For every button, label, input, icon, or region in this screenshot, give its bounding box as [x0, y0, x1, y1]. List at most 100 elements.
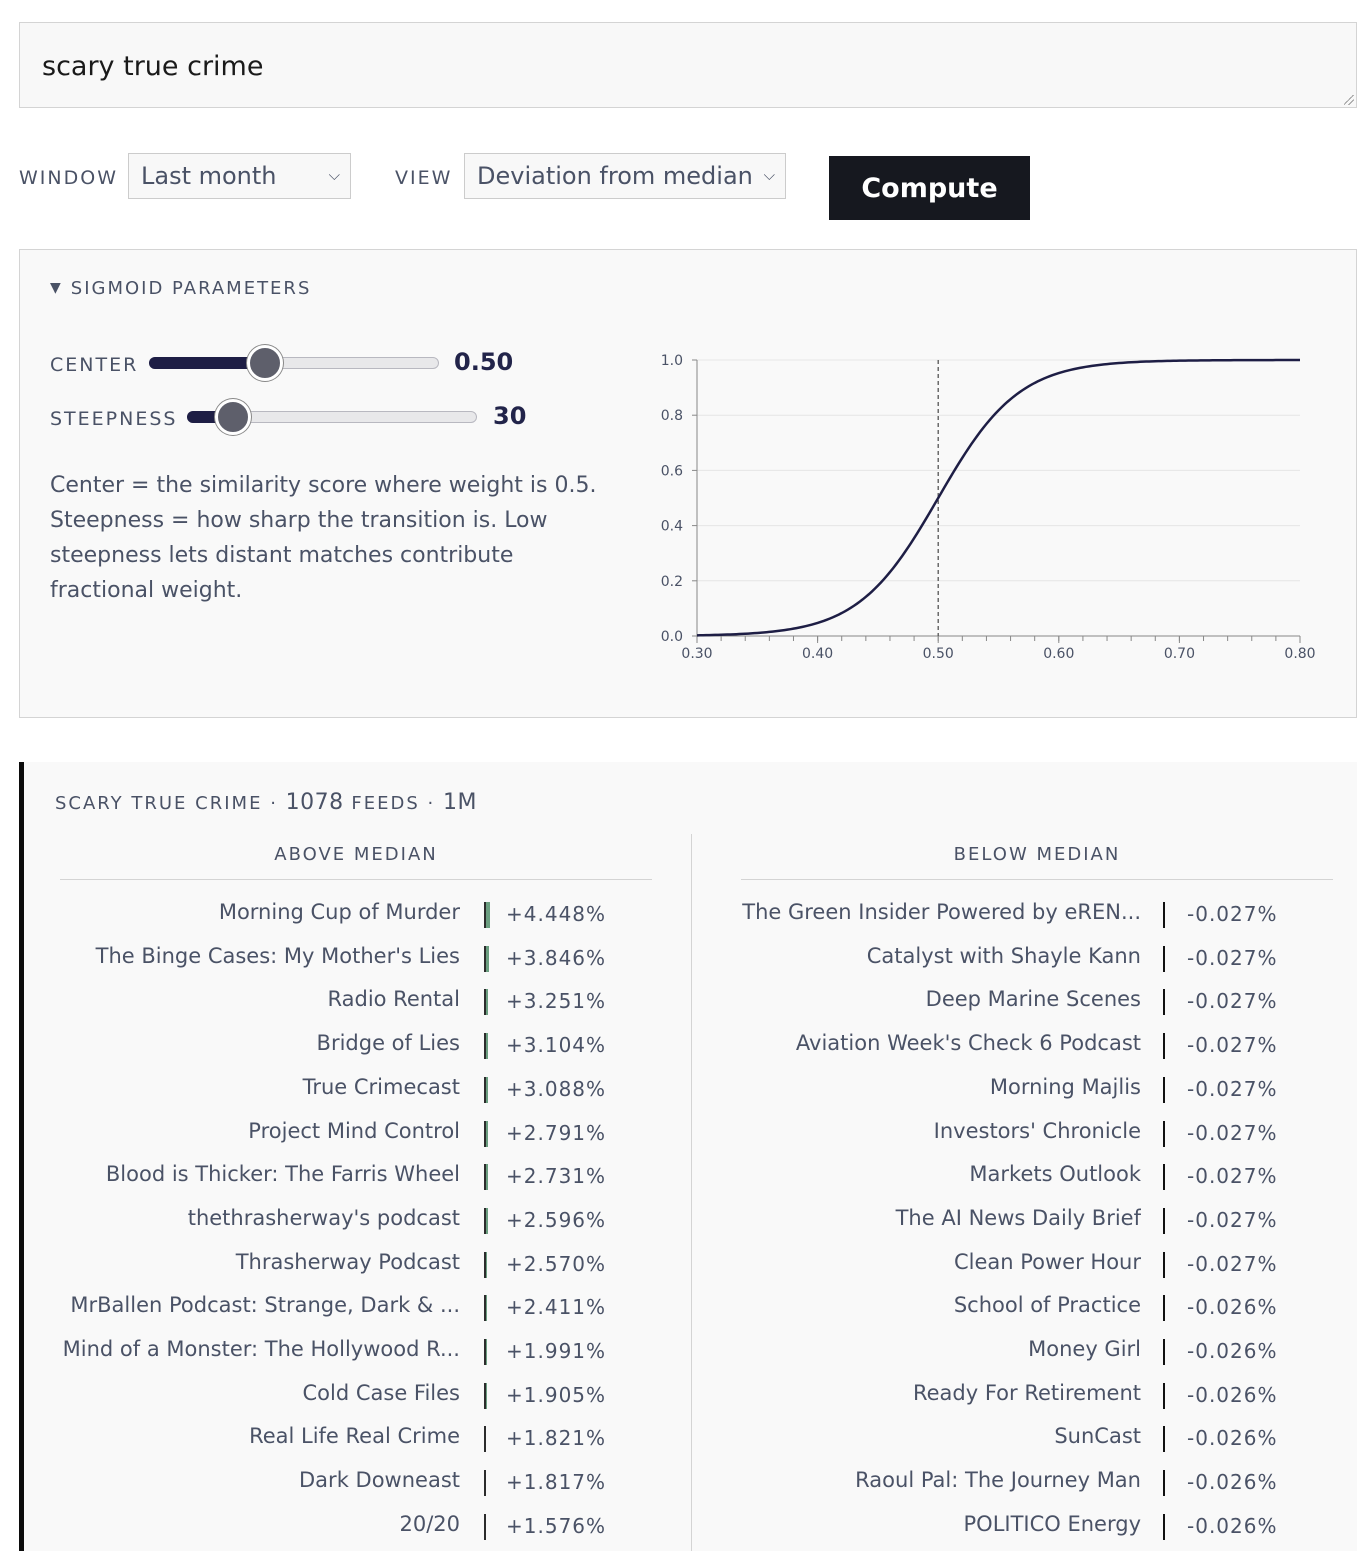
above-median-rule: [60, 879, 652, 880]
window-select[interactable]: Last month ⌵: [128, 153, 351, 199]
below-deviation-bar: [1163, 902, 1165, 928]
below-feed-name: Catalyst with Shayle Kann: [866, 943, 1141, 968]
chevron-down-icon: ⌵: [328, 166, 340, 184]
y-tick-label: 1.0: [661, 353, 683, 369]
y-tick-label: 0.4: [661, 519, 683, 535]
above-row[interactable]: Thrasherway Podcast +2.570%: [60, 1250, 660, 1280]
above-row[interactable]: The Binge Cases: My Mother's Lies +3.846%: [60, 944, 660, 974]
below-feed-name: Investors' Chronicle: [933, 1118, 1141, 1143]
above-deviation-bar: [484, 1382, 487, 1409]
view-select[interactable]: Deviation from median ⌵: [464, 153, 786, 199]
window-select-value: Last month: [141, 162, 277, 190]
below-feed-name: SunCast: [1054, 1424, 1141, 1449]
below-deviation-value: -0.026%: [1187, 1470, 1278, 1495]
y-tick-label: 0.6: [661, 463, 683, 479]
x-tick-label: 0.70: [1164, 646, 1195, 662]
below-row[interactable]: Catalyst with Shayle Kann -0.027%: [741, 944, 1341, 974]
query-text[interactable]: scary true crime: [42, 51, 264, 82]
below-row[interactable]: School of Practice -0.026%: [741, 1293, 1341, 1323]
window-short: 1M: [442, 790, 477, 815]
below-median-title: BELOW MEDIAN: [953, 844, 1121, 865]
above-deviation-value: +2.411%: [506, 1295, 607, 1320]
above-deviation-value: +2.596%: [506, 1207, 607, 1232]
below-row[interactable]: SunCast -0.026%: [741, 1424, 1341, 1454]
above-deviation-value: +3.088%: [506, 1076, 607, 1101]
below-deviation-value: -0.027%: [1187, 902, 1278, 926]
above-row[interactable]: Bridge of Lies +3.104%: [60, 1031, 660, 1061]
below-deviation-value: -0.027%: [1187, 1033, 1278, 1058]
below-feed-name: School of Practice: [953, 1293, 1141, 1318]
below-row[interactable]: POLITICO Energy -0.026%: [741, 1512, 1341, 1542]
below-feed-name: Deep Marine Scenes: [925, 987, 1141, 1012]
x-tick-label: 0.50: [923, 646, 954, 662]
above-feed-name: Dark Downeast: [299, 1468, 460, 1493]
view-select-value: Deviation from median: [477, 162, 753, 190]
chevron-down-icon: ⌵: [763, 166, 775, 184]
below-feed-name: Morning Majlis: [989, 1074, 1141, 1099]
below-row[interactable]: Raoul Pal: The Journey Man -0.026%: [741, 1468, 1341, 1498]
below-deviation-bar: [1163, 945, 1165, 972]
above-deviation-value: +1.817%: [506, 1470, 607, 1495]
below-row[interactable]: Aviation Week's Check 6 Podcast -0.027%: [741, 1031, 1341, 1061]
below-row[interactable]: Investors' Chronicle -0.027%: [741, 1119, 1341, 1149]
above-deviation-value: +4.448%: [506, 902, 607, 926]
above-row[interactable]: Blood is Thicker: The Farris Wheel +2.731…: [60, 1162, 660, 1192]
above-feed-name: 20/20: [399, 1511, 460, 1536]
above-deviation-bar: [484, 945, 489, 972]
below-feed-name: The Green Insider Powered by eREN...: [742, 900, 1141, 924]
above-deviation-bar: [484, 1251, 487, 1278]
above-feed-name: Cold Case Files: [302, 1380, 461, 1405]
sigmoid-parameters-toggle[interactable]: ▼ SIGMOID PARAMETERS: [50, 278, 311, 299]
below-row[interactable]: Deep Marine Scenes -0.027%: [741, 987, 1341, 1017]
compute-button[interactable]: Compute: [829, 156, 1030, 220]
above-feed-name: thethrasherway's podcast: [187, 1205, 460, 1230]
above-feed-name: MrBallen Podcast: Strange, Dark & ...: [70, 1293, 460, 1318]
separator: ·: [427, 793, 436, 814]
column-divider: [691, 834, 692, 1551]
above-row[interactable]: thethrasherway's podcast +2.596%: [60, 1206, 660, 1236]
below-deviation-value: -0.026%: [1187, 1295, 1278, 1320]
below-row[interactable]: The AI News Daily Brief -0.027%: [741, 1206, 1341, 1236]
below-deviation-bar: [1163, 1295, 1165, 1322]
below-row[interactable]: Morning Majlis -0.027%: [741, 1075, 1341, 1105]
sigmoid-description: Center = the similarity score where weig…: [50, 473, 597, 603]
below-deviation-bar: [1163, 1207, 1165, 1234]
above-deviation-bar: [484, 1120, 488, 1147]
above-row[interactable]: Morning Cup of Murder +4.448%: [60, 900, 660, 930]
below-deviation-value: -0.027%: [1187, 1076, 1278, 1101]
above-feed-name: Blood is Thicker: The Farris Wheel: [105, 1162, 460, 1187]
below-deviation-value: -0.027%: [1187, 1120, 1278, 1145]
center-slider-thumb[interactable]: [247, 345, 283, 381]
above-deviation-bar: [484, 1033, 488, 1060]
below-deviation-bar: [1163, 1513, 1165, 1540]
resize-grip-icon[interactable]: [1344, 95, 1354, 105]
above-row[interactable]: Mind of a Monster: The Hollywood R... +1.…: [60, 1337, 660, 1367]
above-row[interactable]: Cold Case Files +1.905%: [60, 1381, 660, 1411]
above-row[interactable]: Radio Rental +3.251%: [60, 987, 660, 1017]
above-row[interactable]: True Crimecast +3.088%: [60, 1075, 660, 1105]
feed-count: 1078: [285, 790, 344, 815]
below-row[interactable]: Markets Outlook -0.027%: [741, 1162, 1341, 1192]
center-slider[interactable]: [149, 357, 439, 369]
above-row[interactable]: 20/20 +1.576%: [60, 1512, 660, 1542]
below-row[interactable]: Clean Power Hour -0.027%: [741, 1250, 1341, 1280]
feeds-label: FEEDS: [351, 793, 420, 814]
above-deviation-value: +3.104%: [506, 1033, 607, 1058]
above-row[interactable]: Real Life Real Crime +1.821%: [60, 1424, 660, 1454]
above-row[interactable]: Project Mind Control +2.791%: [60, 1119, 660, 1149]
below-row[interactable]: Money Girl -0.026%: [741, 1337, 1341, 1367]
above-deviation-bar: [484, 1513, 486, 1540]
below-row[interactable]: Ready For Retirement -0.026%: [741, 1381, 1341, 1411]
below-deviation-bar: [1163, 1076, 1165, 1103]
above-feed-name: True Crimecast: [302, 1074, 460, 1099]
below-row[interactable]: The Green Insider Powered by eREN... -0.0…: [741, 900, 1341, 930]
query-input[interactable]: scary true crime: [19, 22, 1357, 108]
below-feed-name: POLITICO Energy: [963, 1511, 1142, 1536]
above-row[interactable]: MrBallen Podcast: Strange, Dark & ... +2.…: [60, 1293, 660, 1323]
below-deviation-bar: [1163, 1251, 1165, 1278]
steepness-slider-thumb[interactable]: [215, 399, 252, 435]
above-feed-name: Project Mind Control: [248, 1118, 460, 1143]
above-row[interactable]: Dark Downeast +1.817%: [60, 1468, 660, 1498]
below-deviation-value: -0.026%: [1187, 1339, 1278, 1363]
window-label: WINDOW: [19, 167, 118, 189]
